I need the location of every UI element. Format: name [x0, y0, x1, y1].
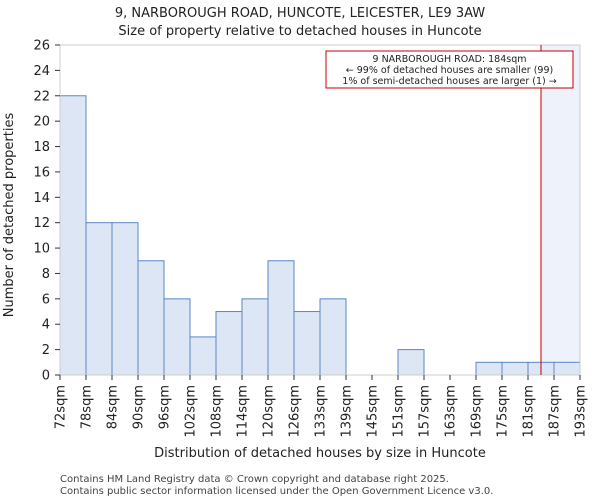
bar: [59, 95, 87, 376]
x-tick-label: 108sqm: [210, 385, 225, 438]
y-tick-label: 0: [42, 369, 50, 384]
y-tick-label: 6: [42, 292, 50, 307]
bar: [241, 298, 269, 376]
y-tick-label: 2: [42, 343, 50, 358]
chart-subtitle: Size of property relative to detached ho…: [118, 24, 481, 39]
x-tick-label: 151sqm: [392, 385, 407, 438]
bar: [137, 260, 165, 376]
y-tick-label: 4: [42, 318, 50, 333]
y-tick-label: 14: [33, 191, 50, 206]
x-tick-label: 193sqm: [574, 385, 589, 438]
x-tick-label: 139sqm: [340, 385, 355, 438]
bar: [293, 311, 321, 376]
bar: [475, 361, 503, 376]
bar: [163, 298, 191, 376]
bar: [553, 361, 581, 376]
x-tick-label: 181sqm: [522, 385, 537, 438]
x-tick-label: 114sqm: [236, 385, 251, 438]
annotation-line: ← 99% of detached houses are smaller (99…: [346, 65, 553, 76]
x-tick-label: 163sqm: [444, 385, 459, 438]
x-tick-label: 169sqm: [470, 385, 485, 438]
annotation-line: 1% of semi-detached houses are larger (1…: [342, 76, 556, 87]
bar: [397, 349, 425, 376]
y-tick-label: 8: [42, 267, 50, 282]
y-tick-label: 26: [33, 39, 50, 54]
bar: [501, 361, 529, 376]
marker-shade: [541, 45, 580, 375]
bar: [215, 311, 243, 376]
y-tick-label: 10: [33, 242, 50, 257]
x-tick-label: 175sqm: [496, 385, 511, 438]
y-tick-label: 24: [33, 64, 50, 79]
x-tick-label: 96sqm: [158, 385, 173, 429]
bar: [319, 298, 347, 376]
x-tick-label: 187sqm: [548, 385, 563, 438]
bar: [267, 260, 295, 376]
footer-line-1: Contains HM Land Registry data © Crown c…: [60, 474, 449, 485]
bar: [85, 222, 113, 376]
x-tick-label: 72sqm: [54, 385, 69, 429]
x-tick-label: 157sqm: [418, 385, 433, 438]
x-tick-label: 90sqm: [132, 385, 147, 429]
y-tick-label: 16: [33, 165, 50, 180]
x-tick-label: 145sqm: [366, 385, 381, 438]
annotation-line: 9 NARBOROUGH ROAD: 184sqm: [373, 54, 527, 65]
y-axis-title: Number of detached properties: [2, 113, 17, 318]
x-tick-label: 133sqm: [314, 385, 329, 438]
x-tick-label: 120sqm: [262, 385, 277, 438]
annotation-box: [325, 50, 574, 89]
y-tick-label: 20: [33, 115, 50, 130]
x-tick-label: 102sqm: [184, 385, 199, 438]
x-tick-label: 78sqm: [80, 385, 95, 429]
bar: [111, 222, 139, 376]
y-tick-label: 22: [33, 89, 50, 104]
y-tick-label: 18: [33, 140, 50, 155]
bar: [189, 336, 217, 376]
footer-line-2: Contains public sector information licen…: [60, 486, 493, 497]
x-axis-title: Distribution of detached houses by size …: [154, 446, 486, 461]
y-tick-label: 12: [33, 216, 50, 231]
x-tick-label: 126sqm: [288, 385, 303, 438]
chart-title: 9, NARBOROUGH ROAD, HUNCOTE, LEICESTER, …: [115, 6, 485, 21]
x-tick-label: 84sqm: [106, 385, 121, 429]
